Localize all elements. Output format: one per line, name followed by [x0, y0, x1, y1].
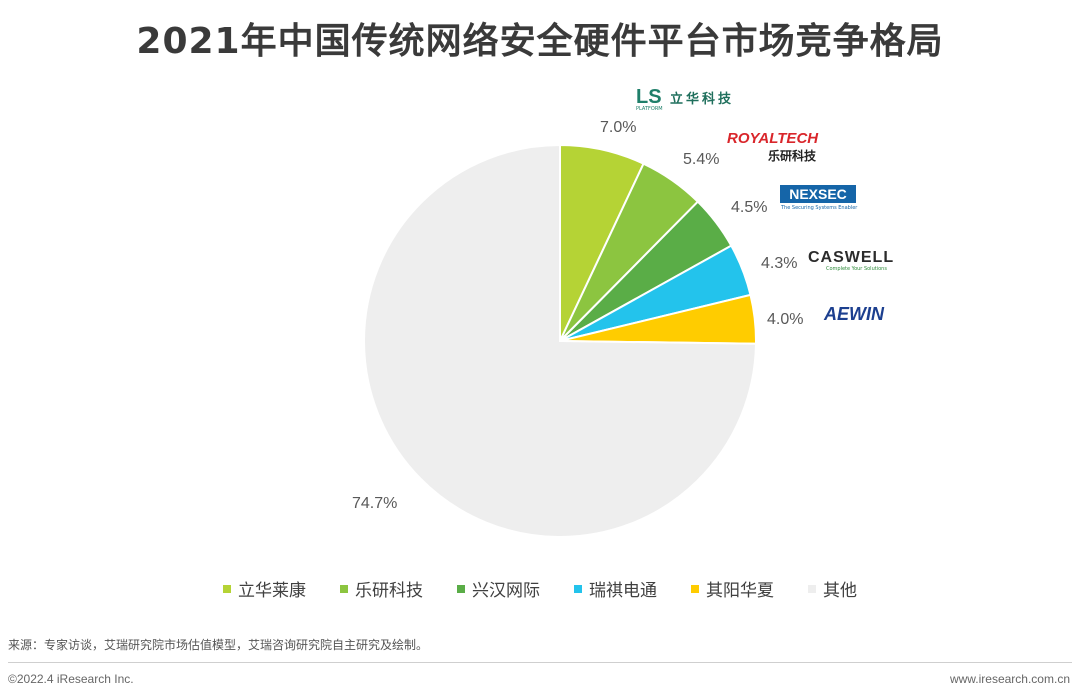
page-title: 2021年中国传统网络安全硬件平台市场竞争格局 [136, 21, 944, 62]
legend-item-6: 其他 [808, 576, 857, 601]
logo-ls-subtext: PLATFORM [636, 106, 663, 112]
logo-caswell-name: CASWELL [808, 249, 895, 266]
legend-swatch-5 [691, 584, 699, 593]
website-url: www.iresearch.com.cn [949, 672, 1070, 686]
legend-label-4: 瑞祺电通 [589, 581, 657, 601]
legend-item-1: 立华莱康 [223, 576, 306, 601]
data-label-4: 4.3% [761, 255, 797, 272]
data-label-2: 5.4% [683, 151, 719, 168]
data-label-6: 74.7% [352, 495, 397, 512]
copyright: ©2022.4 iResearch Inc. [8, 672, 134, 686]
logo-royaltech-name: ROYALTECH [727, 130, 819, 147]
legend-label-3: 兴汉网际 [472, 581, 540, 601]
data-label-3: 4.5% [731, 199, 767, 216]
data-label-1: 7.0% [600, 119, 636, 136]
logo-nexsec-tagline: The Securing Systems Enabler [781, 205, 858, 211]
logo-ls-chinese: 立华科技 [670, 92, 735, 107]
legend-item-4: 瑞祺电通 [574, 576, 657, 601]
logo-nexsec-name: NEXSEC [780, 185, 856, 203]
legend-item-2: 乐研科技 [340, 576, 423, 601]
legend-item-5: 其阳华夏 [691, 576, 774, 601]
legend-swatch-1 [223, 584, 231, 593]
source-note: 来源：专家访谈，艾瑞研究院市场估值模型，艾瑞咨询研究院自主研究及绘制。 [8, 638, 429, 652]
legend-label-2: 乐研科技 [355, 581, 423, 601]
legend-swatch-4 [574, 584, 582, 593]
legend-swatch-3 [457, 584, 465, 593]
footer-divider [8, 662, 1072, 663]
legend-label-5: 其阳华夏 [706, 581, 774, 601]
logo-caswell-tagline: Complete Your Solutions [826, 266, 887, 272]
legend-swatch-2 [340, 584, 348, 593]
legend-swatch-6 [808, 584, 816, 593]
chart-legend: 立华莱康 乐研科技 兴汉网际 瑞祺电通 其阳华夏 其他 [0, 576, 1080, 601]
logo-aewin-name: AEWIN [824, 304, 884, 324]
logo-ls-letters: LS [636, 86, 662, 108]
pie-slice-6 [363, 143, 757, 538]
legend-label-6: 其他 [823, 581, 857, 601]
legend-item-3: 兴汉网际 [457, 576, 540, 601]
legend-label-1: 立华莱康 [238, 581, 306, 601]
data-label-5: 4.0% [767, 311, 803, 328]
logo-royaltech-chinese: 乐研科技 [768, 149, 817, 163]
